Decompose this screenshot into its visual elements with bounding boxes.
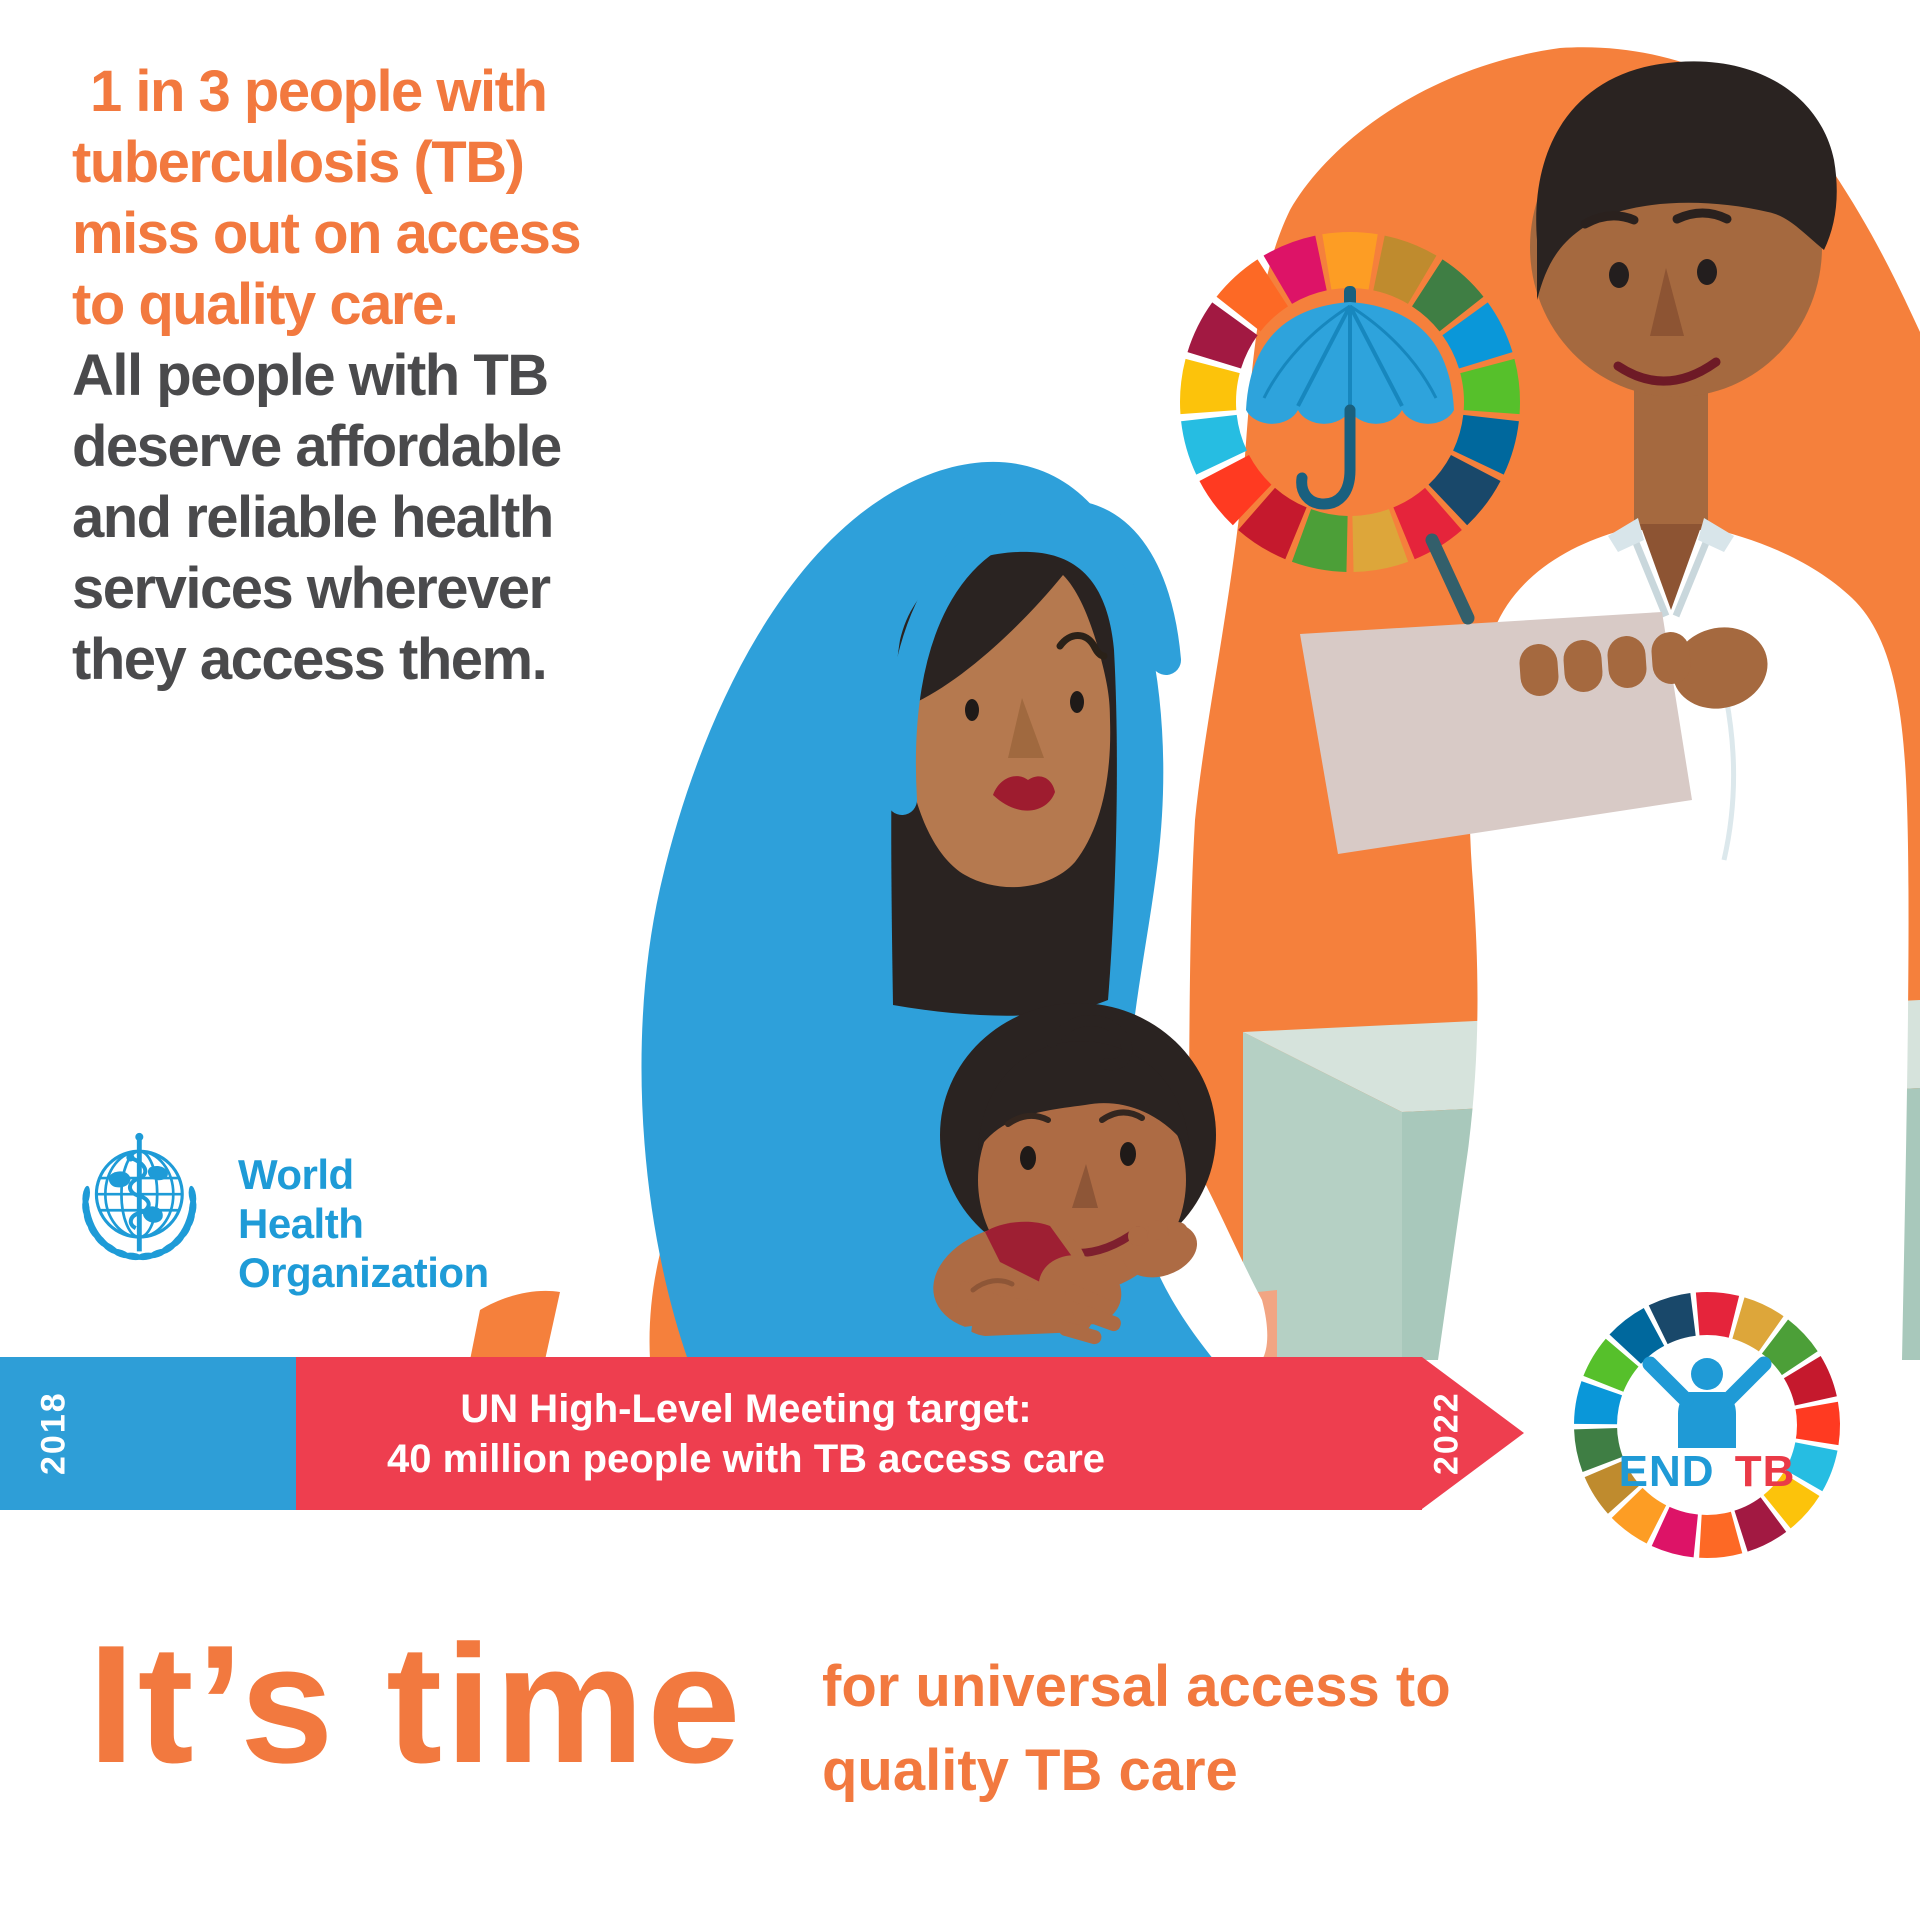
pen-icon bbox=[1425, 533, 1475, 625]
headline-line: and reliable health bbox=[72, 485, 554, 550]
who-emblem-icon bbox=[82, 1132, 197, 1261]
headline-line: miss out on access bbox=[72, 201, 582, 266]
tagline-small-line: quality TB care bbox=[822, 1738, 1238, 1803]
mother-lips bbox=[993, 776, 1055, 811]
headline-line: tuberculosis (TB) bbox=[72, 130, 525, 195]
child-arm-line bbox=[970, 1278, 1015, 1293]
worker-hair bbox=[1536, 61, 1837, 300]
timeline-target-text: UN High-Level Meeting target: 40 million… bbox=[296, 1357, 1196, 1510]
child-curl bbox=[1046, 1015, 1133, 1071]
mother-eye bbox=[1070, 691, 1084, 713]
timeline-start-segment bbox=[0, 1357, 296, 1510]
dress-orange-corner bbox=[470, 1290, 560, 1360]
endtb-person-icon bbox=[1642, 1356, 1772, 1448]
child-arm bbox=[956, 1280, 1092, 1336]
endtb-ring-icon bbox=[1574, 1292, 1840, 1558]
timeline-end-year: 2022 bbox=[1427, 1391, 1466, 1476]
worker-eye bbox=[1609, 262, 1629, 288]
headline-line: they access them. bbox=[72, 627, 548, 692]
arrow-right-icon bbox=[1422, 1357, 1524, 1509]
endtb-word-end: END bbox=[1619, 1447, 1715, 1496]
svg-text:END TB: END TB bbox=[1619, 1447, 1796, 1496]
sdg-wheel-icon bbox=[1180, 232, 1520, 572]
child-eye bbox=[1120, 1142, 1136, 1166]
headline-line: All people with TB bbox=[72, 343, 549, 408]
worker-hand bbox=[1519, 627, 1768, 709]
child-nose bbox=[1072, 1164, 1098, 1208]
child-illustration bbox=[933, 1003, 1216, 1360]
who-name: World Health Organization bbox=[238, 1150, 489, 1297]
endtb-word-tb: TB bbox=[1735, 1447, 1796, 1496]
headline-line: deserve affordable bbox=[72, 414, 562, 479]
scarf-strip bbox=[938, 1326, 972, 1360]
child-hand bbox=[1038, 1220, 1198, 1345]
headline-line: to quality care. bbox=[72, 272, 459, 337]
who-name-line: Organization bbox=[238, 1249, 489, 1296]
timeline-target-segment bbox=[296, 1357, 1422, 1510]
worker-smile bbox=[1613, 357, 1721, 386]
worker-eyebrow bbox=[1580, 211, 1639, 229]
worker-nose bbox=[1650, 268, 1684, 336]
target-line: 40 million people with TB access care bbox=[386, 1436, 1106, 1481]
child-eyebrow bbox=[1099, 1109, 1145, 1123]
headline: 1 in 3 people with tuberculosis (TB) mis… bbox=[72, 56, 582, 695]
worker-eye bbox=[1697, 259, 1717, 285]
tagline-big: It’s time bbox=[88, 1610, 744, 1798]
tagline-small: for universal access to quality TB care bbox=[822, 1645, 1451, 1813]
child-eyebrow bbox=[1005, 1112, 1051, 1127]
mother-face bbox=[904, 575, 1111, 888]
worker-neck bbox=[1634, 390, 1708, 530]
health-worker-illustration bbox=[1300, 61, 1909, 1360]
tagline-small-line: for universal access to bbox=[822, 1654, 1451, 1719]
scarf-rim bbox=[886, 499, 1181, 815]
child-eye bbox=[1020, 1146, 1036, 1170]
headline-line: services wherever bbox=[72, 556, 551, 621]
mother-nose bbox=[1008, 698, 1044, 758]
worker-eyebrow bbox=[1672, 208, 1732, 224]
timeline-banner: 2018 UN High-Level Meeting target: 40 mi… bbox=[0, 1357, 1920, 1510]
umbrella-icon bbox=[1246, 286, 1454, 510]
headline-line: 1 in 3 people with bbox=[90, 59, 548, 124]
timeline-start-year: 2018 bbox=[34, 1391, 73, 1476]
target-line: UN High-Level Meeting target: bbox=[460, 1386, 1032, 1431]
who-name-line: World Health bbox=[238, 1151, 364, 1247]
worker-chest bbox=[1640, 524, 1702, 610]
mother-eye bbox=[965, 699, 979, 721]
mother-eyebrow bbox=[1056, 632, 1108, 660]
child-hair-fringe bbox=[978, 1041, 1190, 1150]
endtb-logo-icon: END TB bbox=[1574, 1292, 1840, 1558]
